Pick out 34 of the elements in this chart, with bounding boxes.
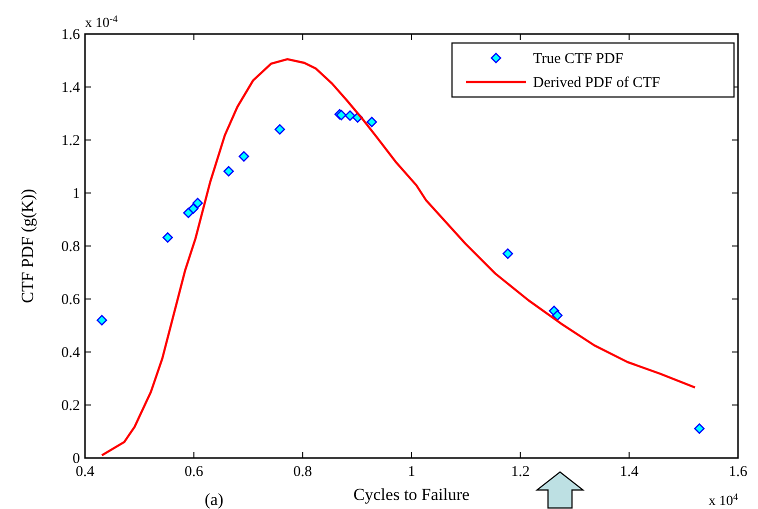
point xyxy=(274,124,286,135)
y-tick-label: 1.6 xyxy=(61,27,80,43)
point xyxy=(366,116,378,128)
text: (a) xyxy=(204,490,224,509)
x-tick-label: 0.8 xyxy=(293,464,312,480)
point xyxy=(694,423,705,434)
y-tick-label: 0.8 xyxy=(61,239,80,255)
y-tick-label: 1 xyxy=(72,186,80,202)
point xyxy=(162,232,173,243)
x-axis-title: Cycles to Failure xyxy=(353,485,470,504)
y-tick-label: 1.2 xyxy=(61,133,80,149)
x-tick-label: 1.4 xyxy=(620,464,640,480)
point xyxy=(96,314,108,326)
point xyxy=(192,198,203,208)
x-tick-label: 0.6 xyxy=(184,464,204,480)
y-tick-label: 0.4 xyxy=(61,345,80,361)
x-tick-label: 1 xyxy=(408,464,416,480)
y-tick-label: 1.4 xyxy=(61,80,80,96)
x-tick-label: 1.2 xyxy=(510,464,530,480)
legend-label: Derived PDF of CTF xyxy=(533,75,660,91)
x-tick-label: 1.6 xyxy=(728,464,748,480)
point xyxy=(344,110,356,121)
text: x 10$^{4}$ xyxy=(708,492,738,509)
point xyxy=(552,310,563,321)
point xyxy=(188,203,199,214)
y-tick-label: 0.6 xyxy=(61,292,80,308)
point xyxy=(223,166,234,177)
text: x 10$^{-4}$ xyxy=(85,14,118,31)
point xyxy=(502,248,514,259)
y-tick-label: 0 xyxy=(72,451,80,467)
legend-label: True CTF PDF xyxy=(533,51,624,67)
y-tick-label: 0.2 xyxy=(61,398,80,414)
y-axis-title: CTF PDF (g(K)) xyxy=(18,188,37,304)
point xyxy=(238,151,250,162)
